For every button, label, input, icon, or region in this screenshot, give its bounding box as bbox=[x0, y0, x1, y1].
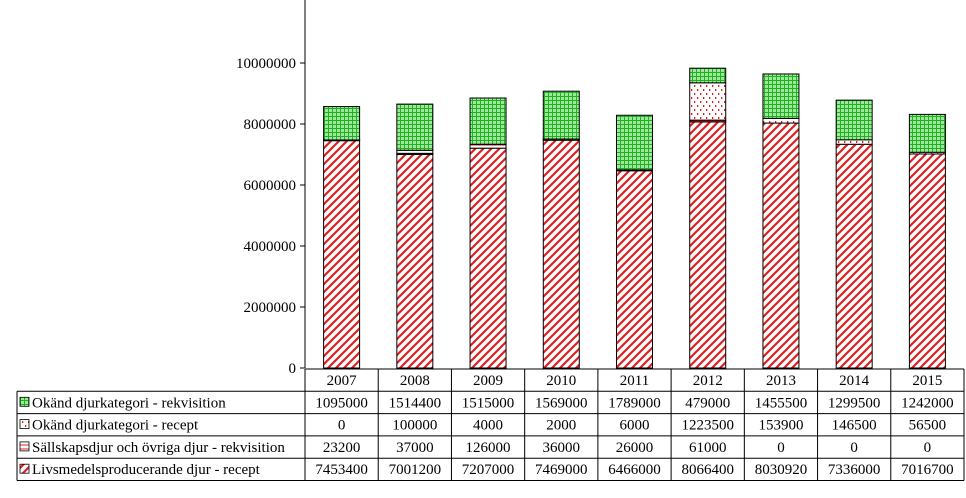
data-value-label: 479000 bbox=[685, 395, 730, 411]
y-tick-label: 8000000 bbox=[244, 117, 297, 133]
data-value-label: 146500 bbox=[832, 418, 877, 434]
bar-segment-2012-s3 bbox=[690, 68, 726, 83]
legend-key-icon bbox=[20, 464, 29, 473]
y-axis: 0 2000000 4000000 6000000 8000000 10000000 bbox=[236, 0, 305, 377]
data-value-label: 100000 bbox=[392, 418, 437, 434]
data-value-label: 1095000 bbox=[315, 395, 368, 411]
data-value-label: 126000 bbox=[466, 440, 511, 456]
data-value-label: 1514400 bbox=[389, 395, 442, 411]
data-value-label: 0 bbox=[924, 440, 932, 456]
category-label: 2014 bbox=[839, 373, 870, 389]
category-label: 2008 bbox=[400, 373, 430, 389]
data-value-label: 153900 bbox=[758, 418, 803, 434]
bar-segment-2007-s0 bbox=[324, 141, 360, 368]
bar-segment-2009-s0 bbox=[470, 148, 506, 368]
legend-key-icon bbox=[20, 397, 29, 406]
series-name-label: Okänd djurkategori - recept bbox=[32, 418, 199, 434]
data-value-label: 0 bbox=[777, 440, 785, 456]
y-tick-label: 0 bbox=[289, 361, 297, 377]
bar-segment-2010-s3 bbox=[543, 91, 579, 139]
data-value-label: 2000 bbox=[546, 418, 576, 434]
data-value-label: 7016700 bbox=[901, 462, 954, 478]
bar-segment-2008-s0 bbox=[397, 154, 433, 368]
data-value-label: 7336000 bbox=[828, 462, 881, 478]
data-value-label: 37000 bbox=[396, 440, 434, 456]
data-value-label: 1455500 bbox=[755, 395, 808, 411]
data-value-label: 1569000 bbox=[535, 395, 588, 411]
y-tick-label: 6000000 bbox=[244, 178, 297, 194]
bar-segment-2013-s0 bbox=[763, 123, 799, 368]
data-value-label: 1299500 bbox=[828, 395, 881, 411]
data-table: 2007 2008 2009 2010 2011 2012 2013 2014 2015 Okän… bbox=[17, 369, 964, 481]
category-label: 2012 bbox=[693, 373, 723, 389]
data-value-label: 1223500 bbox=[681, 418, 734, 434]
bar-segment-2015-s0 bbox=[909, 154, 945, 368]
bar-segment-2014-s2 bbox=[836, 140, 872, 144]
y-tick-label: 4000000 bbox=[244, 239, 297, 255]
y-tick-label: 10000000 bbox=[236, 56, 296, 72]
data-value-label: 4000 bbox=[473, 418, 503, 434]
bar-segment-2014-s3 bbox=[836, 100, 872, 140]
data-value-label: 1242000 bbox=[901, 395, 954, 411]
data-value-label: 7453400 bbox=[315, 462, 368, 478]
bar-segment-2009-s1 bbox=[470, 144, 506, 148]
data-value-label: 56500 bbox=[909, 418, 947, 434]
category-label: 2007 bbox=[327, 373, 358, 389]
series-name-label: Livsmedelsproducerande djur - recept bbox=[32, 462, 261, 478]
bar-segment-2011-s3 bbox=[617, 115, 653, 170]
series-name-label: Sällskapsdjur och övriga djur - rekvisit… bbox=[32, 440, 285, 456]
data-value-label: 0 bbox=[338, 418, 346, 434]
bar-segment-2012-s2 bbox=[690, 83, 726, 120]
bar-segment-2009-s3 bbox=[470, 98, 506, 144]
series-name-label: Okänd djurkategori - rekvisition bbox=[32, 395, 226, 411]
data-value-label: 0 bbox=[850, 440, 858, 456]
data-value-label: 6466000 bbox=[608, 462, 661, 478]
bar-segment-2008-s3 bbox=[397, 104, 433, 150]
bar-segment-2010-s0 bbox=[543, 140, 579, 368]
legend-key-icon bbox=[20, 442, 29, 451]
bar-segment-2007-s3 bbox=[324, 107, 360, 140]
data-value-label: 7001200 bbox=[389, 462, 442, 478]
bar-segment-2015-s3 bbox=[909, 114, 945, 152]
bar-segment-2014-s0 bbox=[836, 144, 872, 368]
data-value-label: 36000 bbox=[543, 440, 581, 456]
category-label: 2015 bbox=[912, 373, 942, 389]
category-label: 2011 bbox=[620, 373, 649, 389]
data-value-label: 7469000 bbox=[535, 462, 588, 478]
bar-segment-2011-s0 bbox=[617, 171, 653, 368]
category-label: 2013 bbox=[766, 373, 796, 389]
bar-segment-2013-s3 bbox=[763, 74, 799, 118]
data-value-label: 7207000 bbox=[462, 462, 515, 478]
data-value-label: 23200 bbox=[323, 440, 361, 456]
bar-segment-2013-s2 bbox=[763, 118, 799, 123]
data-value-label: 8066400 bbox=[681, 462, 734, 478]
category-label: 2009 bbox=[473, 373, 503, 389]
data-value-label: 8030920 bbox=[755, 462, 808, 478]
bar-segment-2012-s0 bbox=[690, 122, 726, 368]
data-value-label: 1515000 bbox=[462, 395, 515, 411]
data-value-label: 6000 bbox=[620, 418, 650, 434]
y-tick-label: 2000000 bbox=[244, 300, 297, 316]
legend-key-icon bbox=[20, 420, 29, 429]
data-value-label: 61000 bbox=[689, 440, 727, 456]
bars-layer bbox=[324, 68, 946, 368]
category-label: 2010 bbox=[546, 373, 576, 389]
data-value-label: 26000 bbox=[616, 440, 654, 456]
data-value-label: 1789000 bbox=[608, 395, 661, 411]
